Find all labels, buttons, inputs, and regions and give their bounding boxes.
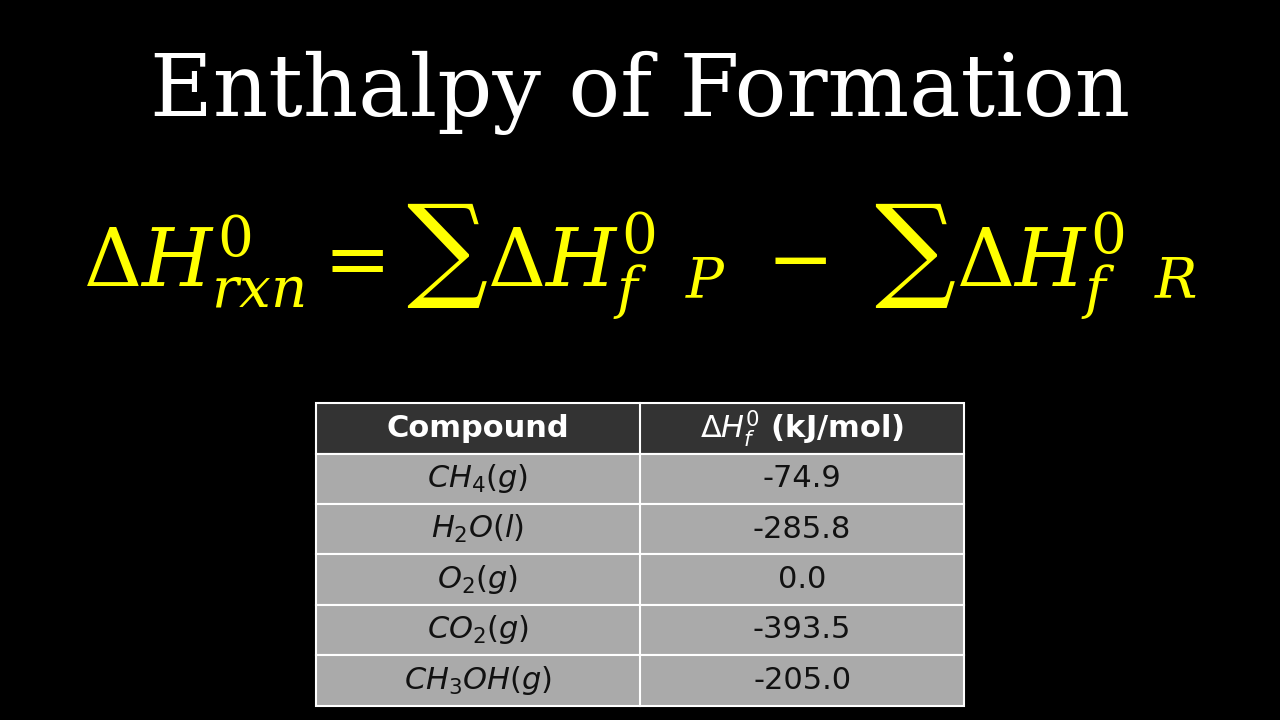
- FancyBboxPatch shape: [316, 655, 964, 706]
- Text: -393.5: -393.5: [753, 616, 851, 644]
- FancyBboxPatch shape: [316, 554, 964, 605]
- FancyBboxPatch shape: [316, 403, 964, 454]
- Text: $CH_3OH(g)$: $CH_3OH(g)$: [403, 664, 552, 697]
- Text: $CO_2(g)$: $CO_2(g)$: [426, 613, 529, 647]
- Text: 0.0: 0.0: [778, 565, 827, 594]
- Text: Compound: Compound: [387, 414, 570, 443]
- Text: -205.0: -205.0: [753, 666, 851, 695]
- FancyBboxPatch shape: [316, 504, 964, 554]
- Text: Enthalpy of Formation: Enthalpy of Formation: [150, 50, 1130, 135]
- Text: $\Delta H_{rxn}^{0} = \sum \Delta H_{f}^{0}\ _{P}\ -\ \sum \Delta H_{f}^{0}\ _{R: $\Delta H_{rxn}^{0} = \sum \Delta H_{f}^…: [83, 202, 1197, 322]
- FancyBboxPatch shape: [316, 605, 964, 655]
- Text: $CH_4(g)$: $CH_4(g)$: [428, 462, 529, 495]
- Text: $H_2O(l)$: $H_2O(l)$: [431, 513, 525, 545]
- Text: -74.9: -74.9: [763, 464, 841, 493]
- Text: $\Delta H_f^0$ (kJ/mol): $\Delta H_f^0$ (kJ/mol): [700, 408, 904, 449]
- Text: -285.8: -285.8: [753, 515, 851, 544]
- FancyBboxPatch shape: [316, 454, 964, 504]
- Text: $O_2(g)$: $O_2(g)$: [438, 563, 518, 596]
